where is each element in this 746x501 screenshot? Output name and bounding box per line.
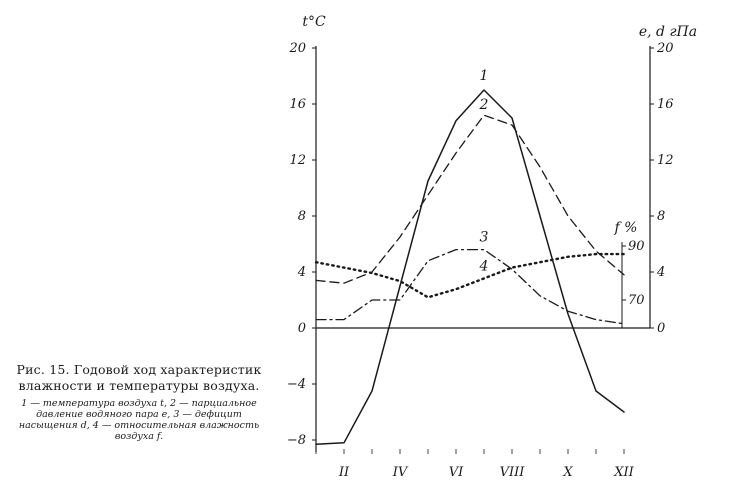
series-line-2 (315, 114, 625, 284)
month-tick-label-xii: XII (613, 465, 634, 480)
left-tick-label: 8 (298, 209, 306, 224)
right-tick-label: 20 (656, 41, 674, 56)
left-axis-title: t°C (302, 14, 326, 30)
right-tick-label: 0 (657, 321, 665, 336)
series-label-2: 2 (479, 97, 489, 113)
month-tick-label-vi: VI (449, 465, 464, 480)
right-tick-label: 4 (656, 265, 665, 280)
series-line-3 (315, 248, 625, 325)
left-tick-label: −4 (287, 377, 306, 392)
series-line-1 (315, 89, 625, 445)
f-tick-label: 90 (628, 239, 645, 254)
series-label-1: 1 (480, 68, 489, 84)
left-tick-label: 16 (289, 97, 306, 112)
left-tick-label: 12 (289, 153, 306, 168)
left-tick-label: 0 (298, 321, 306, 336)
axis-labels: t°C e, d гПа f % (302, 14, 697, 236)
series-label-4: 4 (479, 258, 489, 274)
caption-title: Рис. 15. Годовой ход характеристик влажн… (16, 362, 262, 393)
right-axis-title: e, d гПа (639, 24, 697, 40)
left-tick-label: 4 (297, 265, 306, 280)
figure-caption: Рис. 15. Годовой ход характеристик влажн… (14, 362, 264, 442)
f-tick-label: 70 (628, 293, 645, 308)
series-line-4 (314, 252, 626, 299)
month-tick-label-ii: II (338, 465, 350, 480)
month-tick-label-iv: IV (392, 465, 409, 480)
left-tick-label: −8 (287, 433, 306, 448)
left-tick-label: 20 (288, 41, 306, 56)
caption-legend: 1 — температура воздуха t, 2 — парциальн… (18, 398, 260, 442)
right-tick-label: 8 (657, 209, 665, 224)
f-axis-title: f % (614, 220, 638, 236)
series-label-3: 3 (480, 230, 489, 246)
right-tick-label: 16 (657, 97, 674, 112)
series-lines: 1 2 3 4 (314, 68, 626, 445)
month-tick-label-viii: VIII (500, 465, 526, 480)
month-tick-label-x: X (562, 465, 573, 480)
right-tick-label: 12 (657, 153, 674, 168)
